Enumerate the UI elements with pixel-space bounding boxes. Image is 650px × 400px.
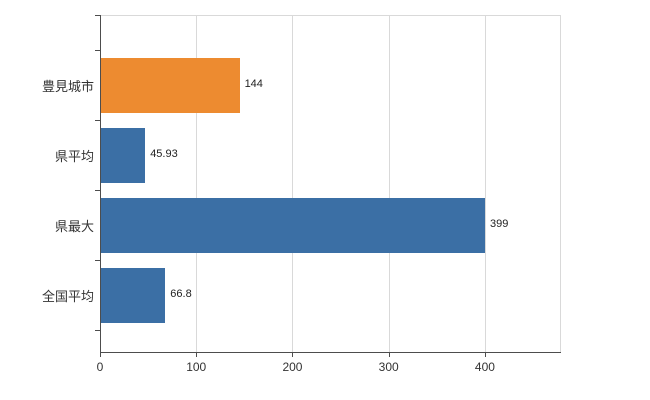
y-axis-tick [95,330,100,331]
bar-1 [101,57,240,113]
x-axis-tick-label: 400 [474,360,495,374]
x-axis-tick [292,352,294,357]
gridline-vertical [388,15,390,352]
y-axis-tick [95,190,100,191]
value-label: 144 [244,78,263,90]
gridline-vertical [484,15,486,352]
y-axis-tick [95,260,100,261]
x-axis-tick [388,352,390,357]
bar-3 [101,197,485,253]
gridline-vertical [292,15,294,352]
y-axis-tick [95,50,100,51]
gridline-vertical [196,15,198,352]
category-label: 全国平均 [41,289,94,304]
category-label: 県平均 [54,149,94,164]
x-axis-tick-label: 200 [282,360,303,374]
x-axis-tick-label: 0 [96,360,104,374]
value-label: 66.8 [170,288,192,300]
x-axis-tick [484,352,486,357]
y-axis-tick [95,120,100,121]
x-axis-tick [100,352,101,357]
plot-border-right [560,15,561,352]
category-label: 県最大 [54,219,94,234]
plot-border-top [100,15,560,16]
x-axis-line [100,352,561,353]
category-label: 豊見城市 [41,79,94,94]
y-axis-tick [95,15,100,16]
bar-2 [101,127,146,183]
y-axis-line [100,15,101,352]
x-axis-tick [196,352,198,357]
value-label: 399 [489,218,509,230]
x-axis-tick-label: 300 [378,360,399,374]
x-axis-tick-label: 100 [186,360,207,374]
bar-4 [101,267,166,323]
value-label: 45.93 [150,148,178,160]
